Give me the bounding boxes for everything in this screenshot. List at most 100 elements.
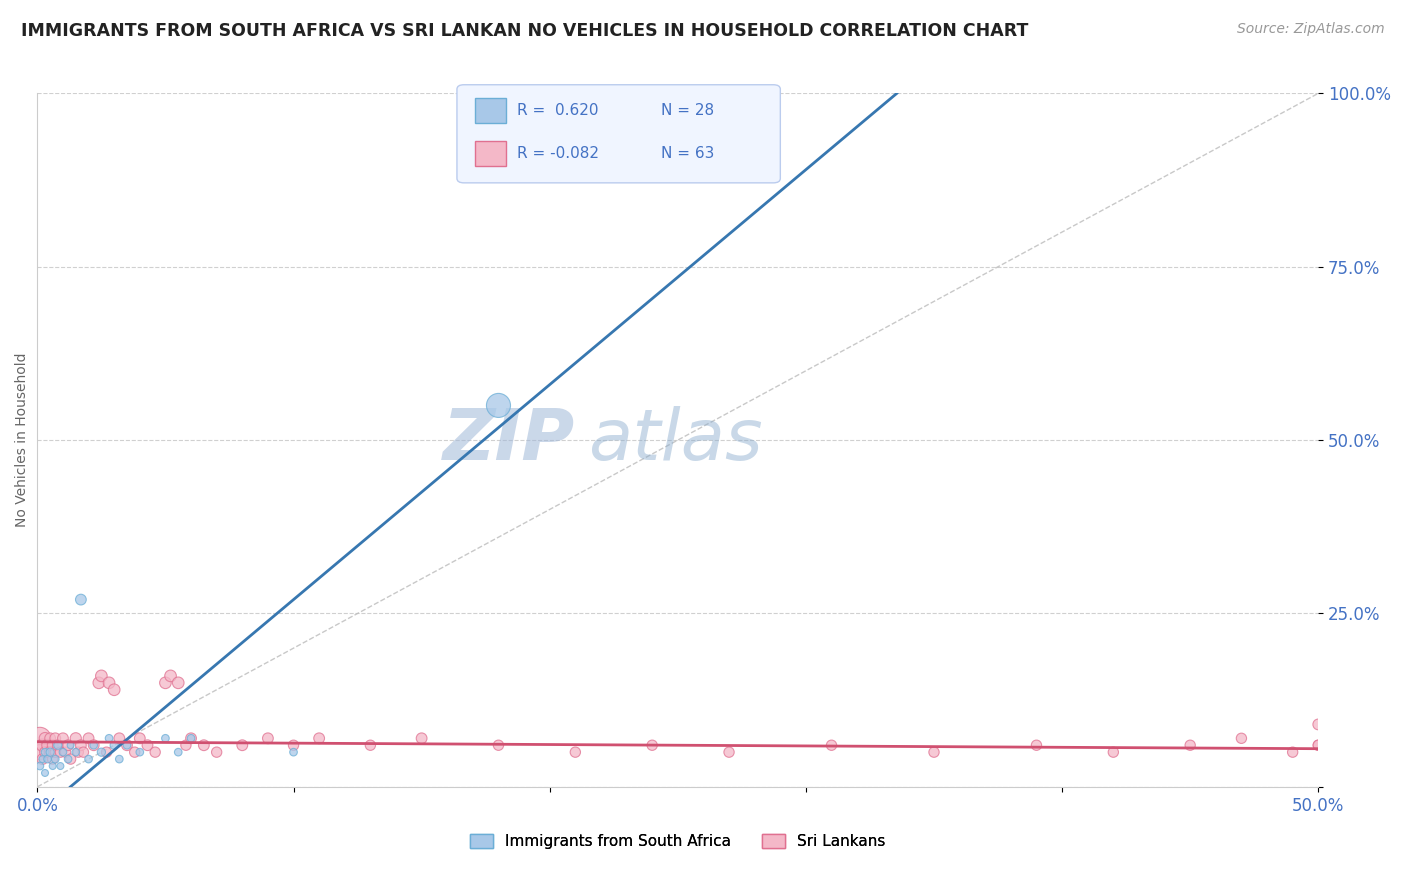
Point: [72, 745, 94, 759]
Text: ZIP: ZIP: [443, 406, 575, 475]
Point: [28, 731, 51, 746]
Point: [52, 731, 75, 746]
Point: [641, 738, 664, 752]
Point: [31, 752, 53, 766]
Point: [70, 738, 93, 752]
Point: [90, 669, 112, 683]
Point: [49, 759, 72, 773]
Point: [167, 675, 190, 690]
Point: [65, 745, 87, 759]
Point: [59, 738, 82, 752]
Point: [159, 669, 181, 683]
Point: [37, 752, 59, 766]
Point: [59, 752, 82, 766]
Point: [167, 745, 190, 759]
Point: [41, 738, 63, 752]
Point: [46, 738, 69, 752]
Point: [83, 738, 105, 752]
Point: [108, 752, 131, 766]
Point: [31, 752, 53, 766]
Point: [39, 745, 62, 759]
Point: [155, 675, 177, 690]
Point: [34, 731, 56, 746]
Point: [308, 731, 330, 746]
Point: [488, 738, 510, 752]
Point: [564, 745, 586, 759]
Point: [231, 738, 253, 752]
Legend: Immigrants from South Africa, Sri Lankans: Immigrants from South Africa, Sri Lankan…: [464, 828, 891, 855]
Point: [257, 731, 280, 746]
Point: [31, 738, 53, 752]
Point: [39, 745, 62, 759]
Point: [143, 745, 166, 759]
Point: [77, 731, 100, 746]
Point: [98, 675, 121, 690]
Point: [1308, 738, 1330, 752]
Point: [108, 731, 131, 746]
Point: [65, 731, 87, 746]
Point: [820, 738, 842, 752]
Point: [488, 399, 510, 413]
Point: [180, 731, 202, 746]
Point: [56, 752, 79, 766]
Point: [34, 766, 56, 780]
Point: [155, 731, 177, 746]
Point: [55, 745, 77, 759]
Point: [70, 592, 93, 607]
Point: [83, 738, 105, 752]
Point: [128, 731, 150, 746]
Point: [128, 745, 150, 759]
Point: [103, 682, 125, 697]
Point: [49, 745, 72, 759]
Point: [98, 731, 121, 746]
Y-axis label: No Vehicles in Household: No Vehicles in Household: [15, 353, 30, 527]
Point: [1180, 738, 1202, 752]
Point: [718, 745, 741, 759]
Point: [174, 738, 197, 752]
Text: IMMIGRANTS FROM SOUTH AFRICA VS SRI LANKAN NO VEHICLES IN HOUSEHOLD CORRELATION : IMMIGRANTS FROM SOUTH AFRICA VS SRI LANK…: [21, 22, 1028, 40]
Point: [359, 738, 381, 752]
Point: [115, 738, 138, 752]
Point: [180, 731, 202, 746]
Point: [1308, 738, 1330, 752]
Point: [411, 731, 433, 746]
Point: [34, 745, 56, 759]
Text: R =  0.620: R = 0.620: [517, 103, 599, 118]
Point: [41, 752, 63, 766]
Point: [103, 738, 125, 752]
Point: [77, 752, 100, 766]
Point: [205, 745, 228, 759]
Point: [34, 745, 56, 759]
Point: [52, 745, 75, 759]
Point: [46, 738, 69, 752]
Point: [124, 745, 146, 759]
Point: [56, 738, 79, 752]
Point: [41, 759, 63, 773]
Point: [28, 745, 51, 759]
Point: [115, 738, 138, 752]
Point: [28, 759, 51, 773]
Point: [1308, 717, 1330, 731]
Point: [44, 745, 66, 759]
Point: [44, 752, 66, 766]
Point: [90, 745, 112, 759]
Text: N = 63: N = 63: [661, 146, 714, 161]
Point: [37, 738, 59, 752]
Point: [136, 738, 159, 752]
Point: [67, 745, 90, 759]
Point: [1102, 745, 1125, 759]
Point: [44, 731, 66, 746]
Text: N = 28: N = 28: [661, 103, 714, 118]
Point: [283, 738, 305, 752]
Point: [96, 745, 118, 759]
Point: [1281, 745, 1303, 759]
Point: [1025, 738, 1047, 752]
Point: [1230, 731, 1253, 746]
Point: [87, 675, 110, 690]
Point: [283, 745, 305, 759]
Text: Source: ZipAtlas.com: Source: ZipAtlas.com: [1237, 22, 1385, 37]
Point: [922, 745, 945, 759]
Point: [193, 738, 215, 752]
Text: atlas: atlas: [588, 406, 763, 475]
Point: [39, 731, 62, 746]
